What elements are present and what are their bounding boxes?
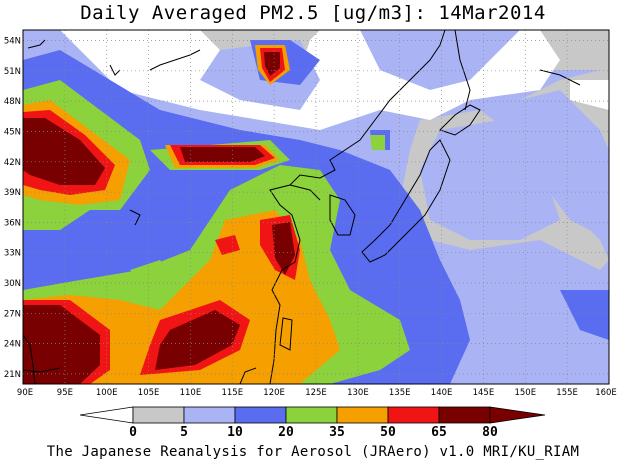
lon-tick: 150E bbox=[514, 388, 536, 398]
map-frame bbox=[22, 29, 610, 385]
colorbar-label: 5 bbox=[180, 425, 188, 440]
coastlines bbox=[23, 30, 581, 384]
lat-tick: 42N bbox=[4, 158, 21, 168]
colorbar-label: 50 bbox=[380, 425, 396, 440]
lon-tick: 115E bbox=[221, 388, 243, 398]
colorbar-label: 35 bbox=[329, 425, 345, 440]
lat-tick: 54N bbox=[4, 37, 21, 47]
lat-tick: 21N bbox=[4, 370, 21, 380]
lon-tick: 90E bbox=[17, 388, 33, 398]
colorbar-segment bbox=[132, 406, 185, 424]
colorbar bbox=[79, 406, 546, 424]
colorbar-segment bbox=[183, 406, 236, 424]
colorbar-segment bbox=[79, 406, 134, 424]
colorbar-segment bbox=[489, 406, 546, 424]
colorbar-label: 65 bbox=[431, 425, 447, 440]
lon-tick: 105E bbox=[138, 388, 160, 398]
colorbar-segment bbox=[285, 406, 338, 424]
lon-tick: 95E bbox=[57, 388, 73, 398]
lat-tick: 36N bbox=[4, 218, 21, 228]
gridlines bbox=[23, 30, 609, 384]
lat-tick: 39N bbox=[4, 188, 21, 198]
page-title: Daily Averaged PM2.5 [ug/m3]: 14Mar2014 bbox=[80, 2, 546, 24]
lon-tick: 100E bbox=[96, 388, 118, 398]
lon-tick: 140E bbox=[431, 388, 453, 398]
lon-tick: 155E bbox=[556, 388, 578, 398]
lon-tick: 160E bbox=[595, 388, 617, 398]
colorbar-labels: 0 5 10 20 35 50 65 80 bbox=[129, 425, 498, 440]
lon-tick: 110E bbox=[180, 388, 202, 398]
colorbar-label: 80 bbox=[482, 425, 498, 440]
colorbar-segment bbox=[336, 406, 389, 424]
lat-tick: 48N bbox=[4, 97, 21, 107]
lat-tick: 45N bbox=[4, 127, 21, 137]
lat-tick: 30N bbox=[4, 279, 21, 289]
lat-tick: 33N bbox=[4, 249, 21, 259]
colorbar-segment bbox=[234, 406, 287, 424]
lat-tick: 51N bbox=[4, 67, 21, 77]
lon-tick-labels: 90E 95E 100E 105E 110E 115E 120E 125E 13… bbox=[17, 388, 617, 398]
lat-tick: 27N bbox=[4, 309, 21, 319]
lat-tick-labels: 54N 51N 48N 45N 42N 39N 36N 33N 30N 27N … bbox=[4, 37, 21, 380]
lon-tick: 145E bbox=[473, 388, 495, 398]
lon-tick: 125E bbox=[305, 388, 327, 398]
lon-tick: 120E bbox=[263, 388, 285, 398]
colorbar-segment bbox=[438, 406, 491, 424]
colorbar-label: 10 bbox=[227, 425, 243, 440]
lon-tick: 130E bbox=[347, 388, 369, 398]
pm25-contour-field bbox=[23, 30, 609, 384]
lat-tick: 24N bbox=[4, 340, 21, 350]
lon-tick: 135E bbox=[389, 388, 411, 398]
footer-credit: The Japanese Reanalysis for Aerosol (JRA… bbox=[46, 444, 580, 460]
colorbar-label: 20 bbox=[278, 425, 294, 440]
colorbar-segment bbox=[387, 406, 440, 424]
colorbar-label: 0 bbox=[129, 425, 137, 440]
